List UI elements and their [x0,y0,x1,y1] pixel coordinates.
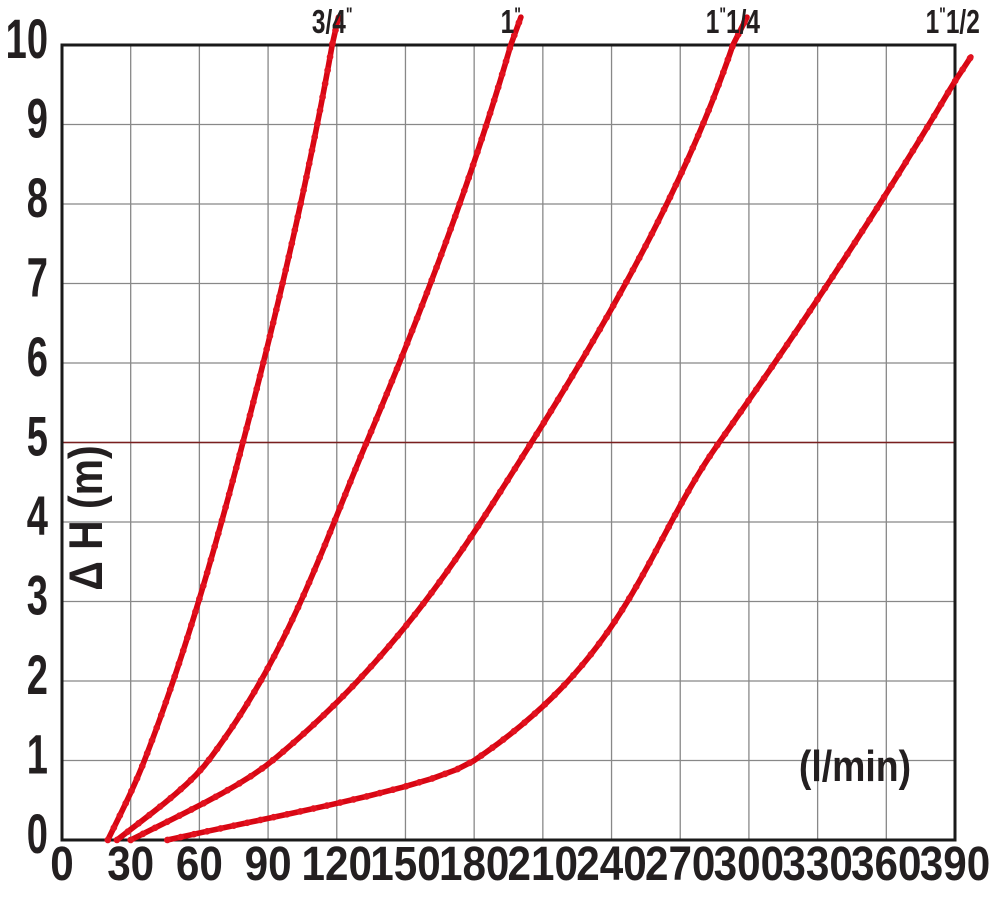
svg-text:6: 6 [27,327,48,389]
svg-text:60: 60 [176,836,223,890]
svg-text:4: 4 [27,486,48,548]
svg-text:2: 2 [27,645,48,707]
svg-text:1"1/2: 1"1/2 [926,4,980,41]
svg-text:Δ H (m): Δ H (m) [60,445,112,590]
svg-text:330: 330 [782,836,852,890]
svg-text:360: 360 [851,836,921,890]
svg-text:1"1/4: 1"1/4 [706,4,760,41]
svg-text:1: 1 [27,724,48,786]
svg-text:1": 1" [501,4,521,41]
svg-text:8: 8 [27,168,48,230]
svg-text:300: 300 [714,836,784,890]
svg-text:210: 210 [508,836,578,890]
svg-text:270: 270 [645,836,715,890]
svg-text:240: 240 [576,836,646,890]
svg-text:3/4": 3/4" [312,4,353,41]
svg-text:30: 30 [107,836,154,890]
svg-text:150: 150 [370,836,440,890]
svg-text:10: 10 [6,9,48,71]
svg-text:120: 120 [302,836,372,890]
svg-text:7: 7 [27,247,48,309]
svg-text:390: 390 [920,836,990,890]
svg-text:3: 3 [27,565,48,627]
svg-text:90: 90 [245,836,292,890]
svg-text:(l/min): (l/min) [799,741,911,791]
svg-text:180: 180 [439,836,509,890]
svg-text:9: 9 [27,88,48,150]
svg-text:5: 5 [27,406,48,468]
svg-text:0: 0 [27,804,48,866]
svg-text:0: 0 [50,836,73,890]
